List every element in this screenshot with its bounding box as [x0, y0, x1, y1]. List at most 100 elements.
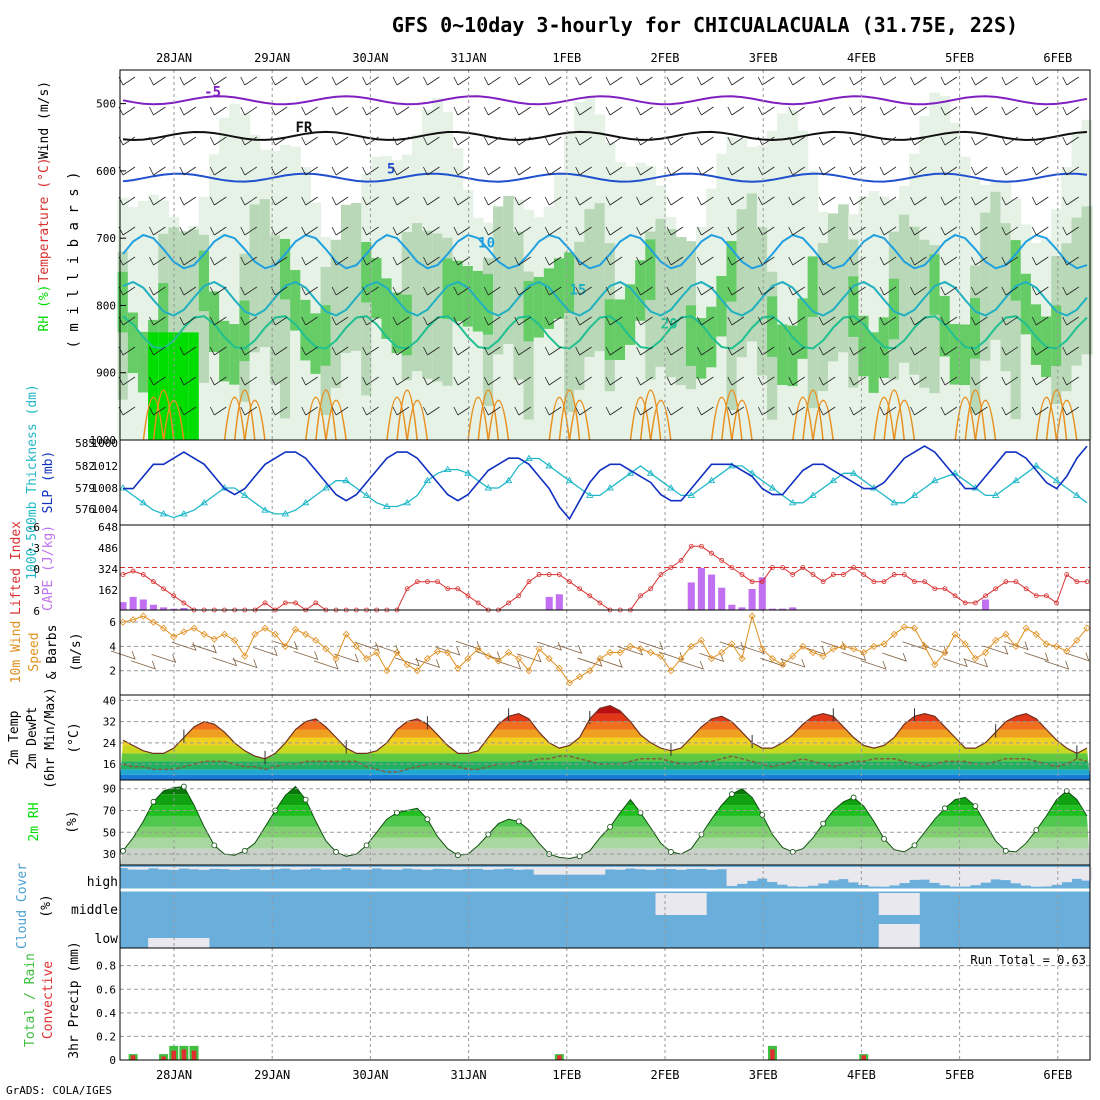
rh-cell [168, 332, 180, 440]
cloud-high-cell [899, 867, 910, 884]
rh-cell [868, 332, 880, 393]
wind-barb [331, 316, 349, 326]
wind-barb [757, 316, 775, 326]
wind-barb [1031, 406, 1049, 416]
wind-barb [209, 136, 227, 146]
cloud-high-cell [178, 867, 190, 869]
tick-right: 1012 [92, 460, 119, 473]
wind-marker [657, 652, 665, 660]
wind-barb [240, 136, 257, 146]
rh-cell [290, 270, 301, 331]
cloud-high-cell [645, 867, 656, 870]
wind-marker [352, 642, 360, 650]
rh-cell [756, 227, 768, 376]
wind-barb [849, 406, 866, 416]
wind-marker [261, 624, 269, 632]
wind-barb [240, 166, 257, 176]
wind-barb [849, 166, 866, 176]
rh-cell [219, 320, 230, 382]
ylabel-minmax: (6hr Min/Max) [43, 687, 58, 789]
wind-marker [170, 633, 178, 641]
thickness-marker [443, 465, 452, 473]
wind-barb [209, 316, 227, 326]
li-marker [536, 572, 542, 577]
warm-contour [802, 389, 824, 441]
li-marker [181, 600, 187, 606]
wind-barb [1031, 196, 1049, 206]
wind-barb [879, 346, 897, 356]
rh-cell [827, 213, 839, 362]
wind-marker [160, 624, 168, 632]
li-marker [790, 572, 796, 577]
tick-label: 0.8 [96, 960, 116, 973]
rh-cell [949, 324, 961, 385]
surface-barb [273, 640, 299, 650]
cape-bar [545, 596, 553, 610]
contour-label: 20 [661, 316, 678, 332]
rh-cell [594, 203, 606, 352]
cloud-high-cell [767, 867, 778, 882]
rh-cell [361, 247, 372, 396]
wind-barb [544, 226, 562, 236]
wind-barb [179, 346, 197, 356]
li-marker [658, 572, 664, 577]
wind-barb [483, 256, 501, 266]
wind-barb [544, 406, 562, 416]
wind-barb [362, 286, 379, 296]
date-label-top: 30JAN [352, 51, 388, 65]
cloud-high-cell [381, 867, 393, 870]
wind-marker [515, 655, 523, 663]
wind-barb [423, 76, 440, 86]
rh-cell [929, 245, 941, 394]
wind-marker [728, 640, 736, 648]
cloud-high-cell [472, 867, 484, 869]
wind-barb [605, 286, 623, 296]
wind-marker [373, 648, 381, 657]
wind-barb [666, 256, 684, 266]
rh-cell [696, 318, 707, 379]
li-marker [739, 572, 745, 577]
wind-barb [301, 76, 318, 86]
precip-conv-bar [861, 1055, 867, 1060]
cloud-high-cell [696, 867, 707, 869]
wind-barb [544, 256, 562, 266]
thickness-marker [991, 491, 1000, 498]
temp-contour-15 [122, 280, 1088, 317]
wind-barb [1001, 316, 1019, 326]
wind-barb [392, 226, 410, 236]
li-marker [800, 565, 806, 570]
wind-barb [757, 256, 775, 266]
cloud-high-cell [452, 867, 464, 870]
rh-cell [188, 229, 200, 378]
warm-contour [1055, 399, 1078, 441]
wind-barb [240, 106, 257, 116]
rh-marker [759, 811, 766, 818]
rh-cell [178, 332, 190, 440]
wind-barb [636, 136, 653, 146]
rh-cell [259, 199, 271, 348]
cloud-high-cell [949, 867, 961, 887]
wind-barb [910, 166, 927, 176]
ylabel-thickness: 1000-500mb Thickness (dm) [25, 384, 40, 580]
wind-barb [879, 76, 897, 86]
wind-marker [322, 645, 330, 653]
thickness-marker [748, 469, 756, 476]
wind-barb [697, 106, 714, 116]
wind-barb [666, 166, 684, 176]
rh-marker [241, 847, 248, 854]
wind-barb [757, 346, 775, 356]
li-marker [120, 572, 126, 577]
wind-barb [392, 166, 410, 176]
wind-barb [453, 76, 471, 86]
wind-barb [1062, 406, 1079, 416]
wind-barb [1031, 316, 1049, 326]
wind-barb [483, 346, 501, 356]
rh-cell [229, 103, 240, 441]
rh-marker [728, 791, 735, 798]
surface-barb [638, 640, 664, 651]
wind-barb [331, 166, 349, 176]
date-label-top: 4FEB [847, 51, 876, 65]
rh-cell [898, 214, 910, 363]
wind-barb [453, 196, 471, 206]
rh-cell [625, 284, 636, 345]
